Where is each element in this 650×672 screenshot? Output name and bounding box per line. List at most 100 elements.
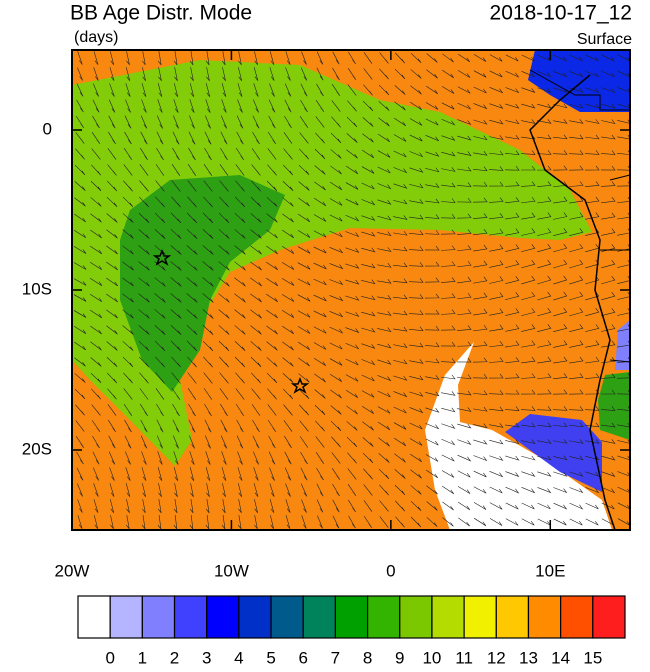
wind-barb bbox=[409, 375, 424, 381]
wind-barb bbox=[108, 451, 116, 465]
wind-barb bbox=[362, 117, 374, 127]
wind-barb bbox=[122, 229, 134, 239]
wind-barbs bbox=[73, 51, 630, 530]
wind-barb bbox=[204, 147, 212, 161]
wind-barb bbox=[409, 230, 424, 236]
wind-barb bbox=[250, 293, 262, 303]
wind-barb bbox=[314, 373, 326, 383]
wind-barb bbox=[107, 388, 117, 400]
wind-barb bbox=[267, 131, 277, 145]
wind-barb bbox=[473, 517, 487, 527]
wind-barb bbox=[393, 310, 408, 316]
wind-barb bbox=[203, 180, 213, 192]
wind-barb bbox=[601, 54, 615, 62]
wind-barb bbox=[425, 102, 439, 110]
wind-barb bbox=[122, 261, 134, 271]
wind-barb bbox=[521, 324, 536, 332]
wind-barb bbox=[106, 277, 119, 287]
wind-barb bbox=[410, 85, 422, 95]
wind-barb bbox=[553, 134, 568, 140]
wind-barb bbox=[616, 390, 630, 395]
colorbar-label: 10 bbox=[422, 648, 441, 667]
wind-barb bbox=[426, 85, 439, 95]
wind-barb bbox=[456, 357, 472, 363]
wind-barb bbox=[202, 340, 214, 352]
wind-barb bbox=[617, 486, 630, 494]
wind-barb bbox=[473, 423, 488, 429]
wind-barb bbox=[329, 230, 343, 238]
wind-barb bbox=[268, 115, 276, 129]
wind-barb bbox=[521, 212, 536, 220]
wind-barb bbox=[537, 119, 552, 124]
wind-barb bbox=[173, 499, 178, 514]
wind-barb bbox=[456, 182, 472, 187]
wind-barb bbox=[299, 132, 309, 144]
wind-barb bbox=[297, 246, 311, 254]
wind-barb bbox=[441, 454, 455, 462]
wind-barb bbox=[141, 99, 147, 113]
wind-barb bbox=[489, 439, 504, 445]
wind-barb bbox=[393, 359, 408, 365]
wind-barb bbox=[442, 53, 454, 63]
colorbar-box bbox=[302, 595, 337, 639]
wind-barb bbox=[139, 372, 149, 384]
wind-barb bbox=[537, 228, 552, 236]
wind-barb bbox=[282, 357, 294, 367]
wind-barb bbox=[138, 261, 150, 271]
wind-barb bbox=[537, 243, 552, 253]
wind-barb bbox=[109, 499, 115, 513]
wind-barb bbox=[313, 294, 327, 302]
wind-barb bbox=[440, 229, 456, 235]
wind-barb bbox=[189, 515, 194, 530]
wind-barb bbox=[189, 451, 195, 465]
wind-barb bbox=[362, 421, 374, 431]
wind-barb bbox=[377, 199, 392, 205]
wind-barb bbox=[170, 340, 182, 352]
wind-barb bbox=[252, 115, 260, 129]
wind-barb bbox=[457, 260, 472, 268]
wind-barb bbox=[173, 115, 179, 129]
wind-barb bbox=[331, 468, 341, 480]
wind-barb bbox=[409, 422, 423, 430]
wind-barb bbox=[409, 118, 423, 126]
wind-barb bbox=[489, 276, 504, 284]
wind-barb bbox=[77, 483, 83, 497]
wind-barb bbox=[489, 87, 504, 94]
wind-barb bbox=[155, 164, 165, 176]
wind-barb bbox=[313, 230, 327, 238]
wind-barb bbox=[424, 277, 440, 283]
wind-barb bbox=[253, 483, 259, 497]
wind-barb bbox=[91, 404, 101, 416]
wind-barb bbox=[268, 435, 276, 449]
wind-barb bbox=[313, 214, 327, 222]
wind-barb bbox=[377, 390, 391, 398]
wind-barb bbox=[331, 452, 341, 464]
wind-barb bbox=[552, 165, 568, 171]
wind-barb bbox=[395, 500, 406, 512]
wind-barb bbox=[73, 278, 87, 286]
wind-barb bbox=[203, 356, 213, 368]
wind-barb bbox=[569, 54, 584, 62]
wind-barb bbox=[395, 516, 405, 528]
wind-barb bbox=[89, 294, 103, 302]
wind-barb bbox=[569, 134, 584, 140]
wind-barb bbox=[237, 515, 242, 530]
wind-barb bbox=[441, 407, 456, 413]
wind-barb bbox=[504, 181, 520, 187]
wind-barb bbox=[472, 373, 488, 379]
wind-barb bbox=[140, 131, 148, 145]
wind-barb bbox=[92, 435, 100, 449]
wind-barb bbox=[252, 131, 260, 145]
wind-barb bbox=[441, 374, 456, 380]
wind-barb bbox=[281, 278, 295, 286]
wind-barb bbox=[489, 324, 504, 332]
wind-barb bbox=[316, 67, 324, 81]
wind-barb bbox=[457, 102, 472, 110]
wind-barb bbox=[488, 390, 504, 395]
wind-barb bbox=[553, 259, 568, 269]
wind-barb bbox=[488, 357, 504, 363]
wind-barb bbox=[252, 435, 260, 449]
wind-barb bbox=[410, 101, 423, 111]
wind-barb bbox=[157, 115, 163, 129]
wind-barb bbox=[393, 437, 407, 447]
